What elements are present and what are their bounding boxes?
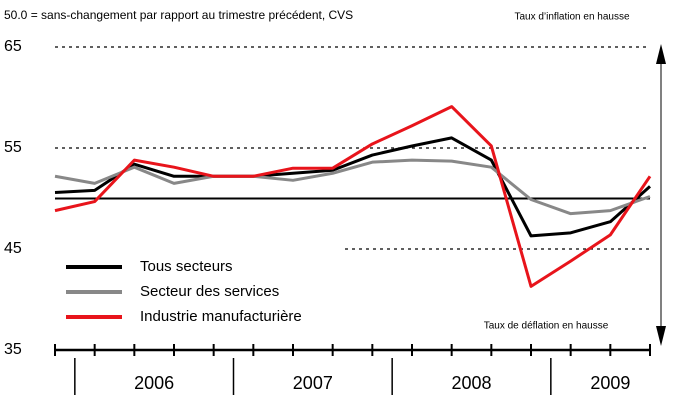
x-group-label: 2008 [451,373,491,393]
legend-label: Tous secteurs [140,258,233,275]
y-tick-label: 35 [4,341,22,358]
series-line [54,136,651,238]
annotation: Taux d’inflation en hausse [514,12,630,23]
x-group-label: 2007 [293,373,333,393]
legend-label: Industrie manufacturière [140,308,302,325]
series-line [54,158,651,216]
arrow-head [656,326,666,346]
x-group-label: 2009 [590,373,630,393]
subtitle: 50.0 = sans-changement par rapport au tr… [4,8,353,22]
annotation: Taux de déflation en hausse [484,321,609,332]
arrow-head [656,44,666,64]
y-tick-label: 65 [4,38,22,55]
y-tick-label: 55 [4,139,22,156]
y-tick-label: 45 [4,240,22,257]
x-group-label: 2006 [134,373,174,393]
series-line [54,105,652,288]
legend-label: Secteur des services [140,283,279,300]
